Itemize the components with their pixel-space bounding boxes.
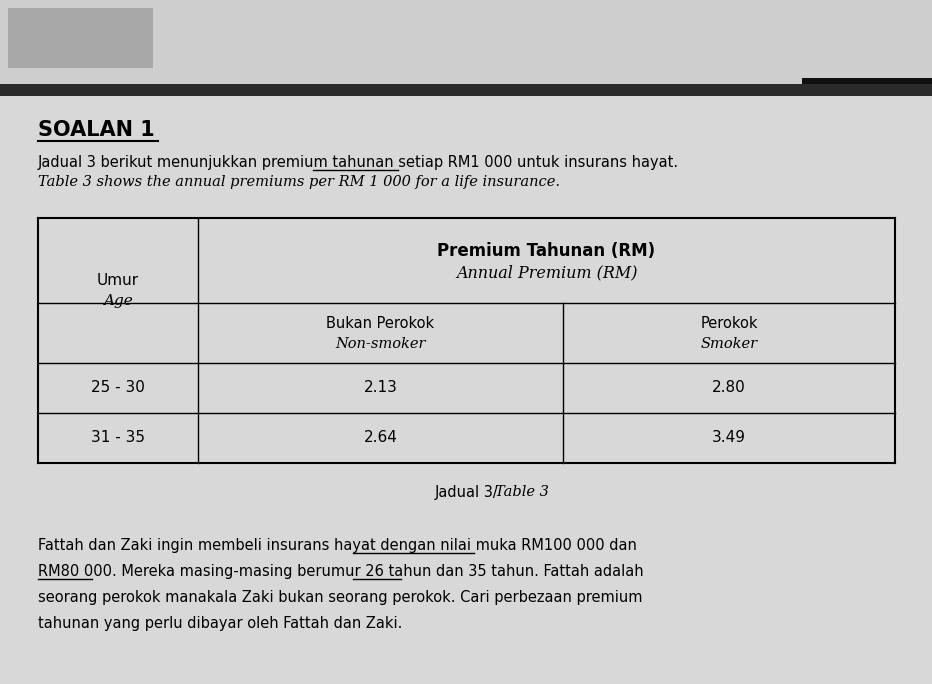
Text: Table 3: Table 3 bbox=[495, 485, 549, 499]
Text: SOALAN 1: SOALAN 1 bbox=[38, 120, 155, 140]
Bar bbox=[802, 78, 932, 133]
Text: Bukan Perokok: Bukan Perokok bbox=[326, 317, 434, 332]
Text: Age: Age bbox=[103, 293, 133, 308]
Bar bbox=[0, 96, 932, 684]
Bar bbox=[0, 84, 932, 96]
Text: RM80 000. Mereka masing-masing berumur 26 tahun dan 35 tahun. Fattah adalah: RM80 000. Mereka masing-masing berumur 2… bbox=[38, 564, 644, 579]
Text: 2.64: 2.64 bbox=[363, 430, 397, 445]
Text: Table 3 shows the annual premiums per RM 1 000 for a life insurance.: Table 3 shows the annual premiums per RM… bbox=[38, 175, 560, 189]
Text: 31 - 35: 31 - 35 bbox=[91, 430, 145, 445]
Text: Non-smoker: Non-smoker bbox=[336, 337, 426, 351]
Text: Smoker: Smoker bbox=[701, 337, 758, 351]
Text: Annual Premium (RM): Annual Premium (RM) bbox=[456, 264, 637, 281]
Text: seorang perokok manakala Zaki bukan seorang perokok. Cari perbezaan premium: seorang perokok manakala Zaki bukan seor… bbox=[38, 590, 642, 605]
Text: Premium Tahunan (RM): Premium Tahunan (RM) bbox=[437, 241, 655, 259]
Text: Perokok: Perokok bbox=[700, 317, 758, 332]
Bar bbox=[38, 218, 895, 463]
Text: tahunan yang perlu dibayar oleh Fattah dan Zaki.: tahunan yang perlu dibayar oleh Fattah d… bbox=[38, 616, 403, 631]
Text: Jadual 3/: Jadual 3/ bbox=[434, 485, 499, 500]
Text: Jadual 3 berikut menunjukkan premium tahunan setiap RM1 000 untuk insurans hayat: Jadual 3 berikut menunjukkan premium tah… bbox=[38, 155, 679, 170]
Text: 2.13: 2.13 bbox=[363, 380, 397, 395]
Text: 2.80: 2.80 bbox=[712, 380, 746, 395]
Text: Umur: Umur bbox=[97, 273, 139, 288]
Text: 25 - 30: 25 - 30 bbox=[91, 380, 145, 395]
Text: 3.49: 3.49 bbox=[712, 430, 746, 445]
Text: Fattah dan Zaki ingin membeli insurans hayat dengan nilai muka RM100 000 dan: Fattah dan Zaki ingin membeli insurans h… bbox=[38, 538, 637, 553]
Bar bbox=[8, 8, 153, 68]
